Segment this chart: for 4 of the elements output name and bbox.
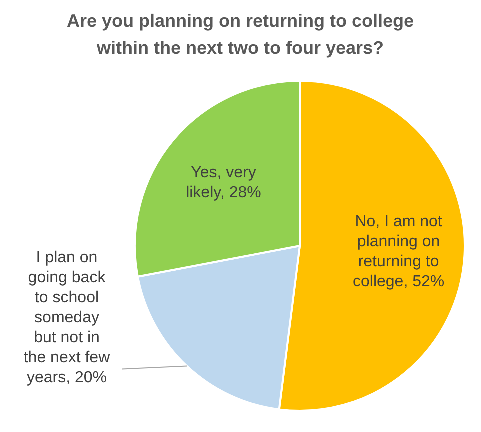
slice-label: I plan on going back to school someday but not in the next few years, 20% bbox=[24, 250, 111, 387]
slice-label: Yes, very likely, 28% bbox=[186, 164, 262, 202]
chart-title: Are you planning on returning to college within the next two to four years? bbox=[66, 10, 415, 60]
slice-label: No, I am not planning on returning to college, 52% bbox=[352, 214, 445, 291]
